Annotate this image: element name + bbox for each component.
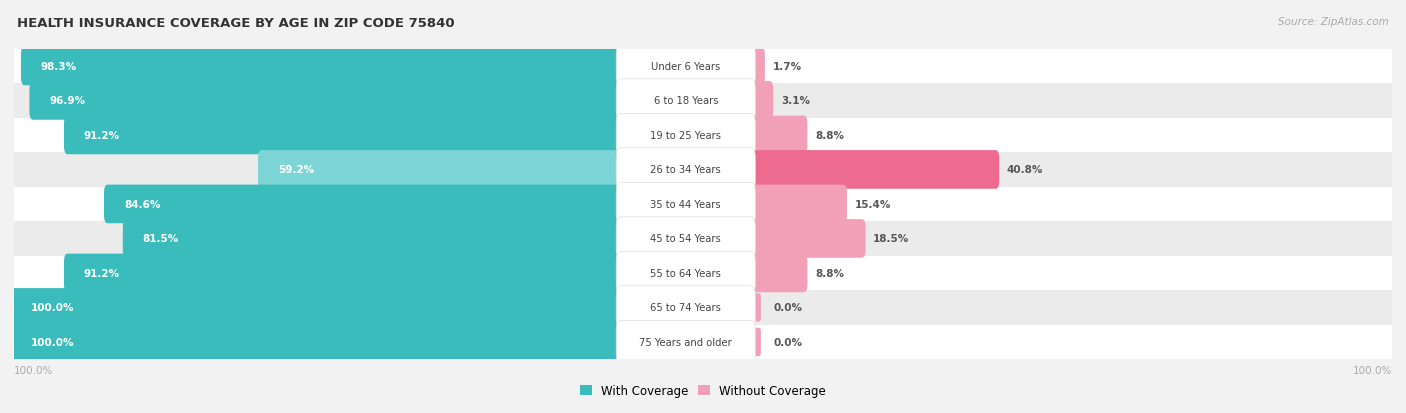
FancyBboxPatch shape xyxy=(749,294,761,322)
FancyBboxPatch shape xyxy=(63,254,624,292)
FancyBboxPatch shape xyxy=(616,80,755,123)
FancyBboxPatch shape xyxy=(616,183,755,226)
FancyBboxPatch shape xyxy=(616,149,755,192)
FancyBboxPatch shape xyxy=(11,288,624,327)
FancyBboxPatch shape xyxy=(104,185,624,224)
Bar xyxy=(14,325,1392,359)
FancyBboxPatch shape xyxy=(748,82,773,121)
Text: 100.0%: 100.0% xyxy=(31,337,75,347)
Text: HEALTH INSURANCE COVERAGE BY AGE IN ZIP CODE 75840: HEALTH INSURANCE COVERAGE BY AGE IN ZIP … xyxy=(17,17,454,29)
Bar xyxy=(14,290,1392,325)
Text: 100.0%: 100.0% xyxy=(31,303,75,313)
Text: 3.1%: 3.1% xyxy=(780,96,810,106)
FancyBboxPatch shape xyxy=(616,114,755,157)
Text: 0.0%: 0.0% xyxy=(773,303,803,313)
Bar xyxy=(14,50,1392,84)
Bar xyxy=(14,256,1392,290)
Text: 8.8%: 8.8% xyxy=(815,268,844,278)
Text: 100.0%: 100.0% xyxy=(1353,366,1392,375)
FancyBboxPatch shape xyxy=(616,320,755,363)
Text: 98.3%: 98.3% xyxy=(41,62,77,72)
FancyBboxPatch shape xyxy=(748,185,846,224)
Text: 59.2%: 59.2% xyxy=(278,165,314,175)
Text: 91.2%: 91.2% xyxy=(84,131,120,140)
Text: 15.4%: 15.4% xyxy=(855,199,891,209)
Text: 45 to 54 Years: 45 to 54 Years xyxy=(651,234,721,244)
Text: 96.9%: 96.9% xyxy=(49,96,86,106)
Text: 26 to 34 Years: 26 to 34 Years xyxy=(651,165,721,175)
FancyBboxPatch shape xyxy=(748,116,807,155)
Text: Under 6 Years: Under 6 Years xyxy=(651,62,720,72)
Text: Source: ZipAtlas.com: Source: ZipAtlas.com xyxy=(1278,17,1389,26)
Text: 19 to 25 Years: 19 to 25 Years xyxy=(651,131,721,140)
Text: 65 to 74 Years: 65 to 74 Years xyxy=(651,303,721,313)
Bar xyxy=(14,84,1392,119)
FancyBboxPatch shape xyxy=(257,151,624,189)
Bar xyxy=(14,187,1392,222)
Text: 91.2%: 91.2% xyxy=(84,268,120,278)
Text: 18.5%: 18.5% xyxy=(873,234,910,244)
FancyBboxPatch shape xyxy=(748,151,1000,189)
Text: 100.0%: 100.0% xyxy=(14,366,53,375)
Text: 55 to 64 Years: 55 to 64 Years xyxy=(651,268,721,278)
Text: 0.0%: 0.0% xyxy=(773,337,803,347)
Text: 84.6%: 84.6% xyxy=(124,199,160,209)
FancyBboxPatch shape xyxy=(21,47,624,86)
FancyBboxPatch shape xyxy=(30,82,624,121)
FancyBboxPatch shape xyxy=(616,252,755,295)
Text: 8.8%: 8.8% xyxy=(815,131,844,140)
FancyBboxPatch shape xyxy=(748,254,807,292)
Bar xyxy=(14,222,1392,256)
Bar xyxy=(14,119,1392,153)
FancyBboxPatch shape xyxy=(616,45,755,88)
FancyBboxPatch shape xyxy=(122,220,624,258)
Text: 81.5%: 81.5% xyxy=(143,234,179,244)
Bar xyxy=(14,153,1392,187)
FancyBboxPatch shape xyxy=(748,220,866,258)
FancyBboxPatch shape xyxy=(63,116,624,155)
Text: 6 to 18 Years: 6 to 18 Years xyxy=(654,96,718,106)
FancyBboxPatch shape xyxy=(11,323,624,361)
Text: 40.8%: 40.8% xyxy=(1007,165,1043,175)
FancyBboxPatch shape xyxy=(748,47,765,86)
Text: 75 Years and older: 75 Years and older xyxy=(640,337,733,347)
FancyBboxPatch shape xyxy=(749,328,761,356)
FancyBboxPatch shape xyxy=(616,217,755,260)
Text: 1.7%: 1.7% xyxy=(773,62,803,72)
Legend: With Coverage, Without Coverage: With Coverage, Without Coverage xyxy=(579,384,827,397)
FancyBboxPatch shape xyxy=(616,286,755,329)
Text: 35 to 44 Years: 35 to 44 Years xyxy=(651,199,721,209)
